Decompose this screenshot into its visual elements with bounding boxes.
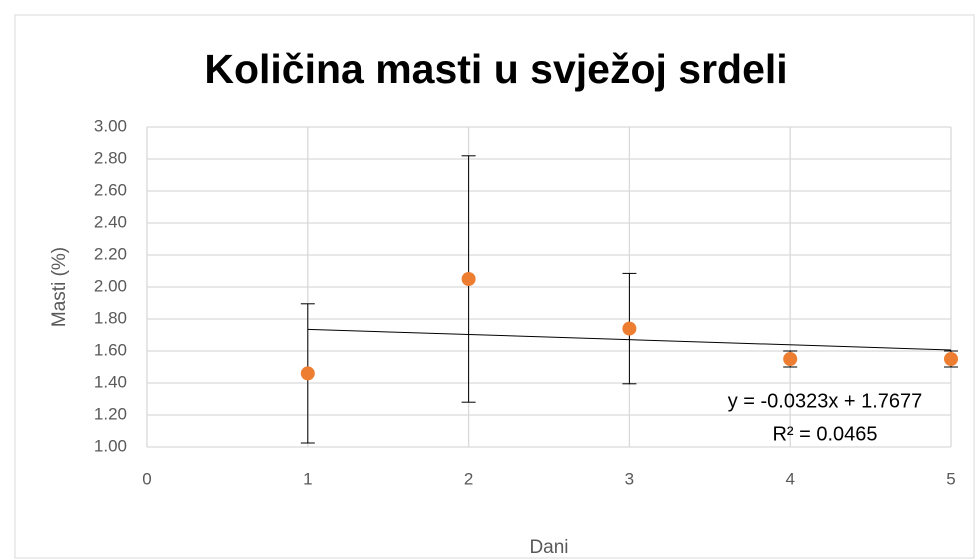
x-tick-label: 5 <box>946 469 955 488</box>
data-point <box>622 321 637 336</box>
data-point <box>461 272 476 286</box>
y-tick-label: 2.00 <box>94 276 127 295</box>
y-tick-label: 2.40 <box>94 212 127 231</box>
data-point <box>944 352 958 366</box>
chart-title: Količina masti u svježoj srdeli <box>204 46 787 92</box>
x-axis-label: Dani <box>529 537 568 558</box>
y-tick-label: 1.80 <box>94 308 127 327</box>
y-tick-label: 1.60 <box>94 340 127 359</box>
x-tick-label: 4 <box>785 469 794 488</box>
x-tick-label: 3 <box>625 469 634 488</box>
trendline-r2: R² = 0.0465 <box>772 423 877 445</box>
y-axis-label: Masti (%) <box>49 247 70 327</box>
y-tick-label: 2.20 <box>94 244 127 263</box>
x-tick-label: 2 <box>464 469 473 488</box>
y-tick-label: 2.60 <box>94 180 127 199</box>
y-tick-label: 1.00 <box>94 436 127 455</box>
x-tick-label: 1 <box>303 469 312 488</box>
data-point <box>783 352 798 366</box>
y-tick-label: 2.80 <box>94 148 127 167</box>
y-tick-label: 1.20 <box>94 404 127 423</box>
trendline-equation: y = -0.0323x + 1.7677 <box>728 390 923 412</box>
y-tick-label: 3.00 <box>94 116 127 135</box>
x-tick-label: 0 <box>142 469 151 488</box>
data-point <box>300 366 315 381</box>
y-tick-label: 1.40 <box>94 372 127 391</box>
